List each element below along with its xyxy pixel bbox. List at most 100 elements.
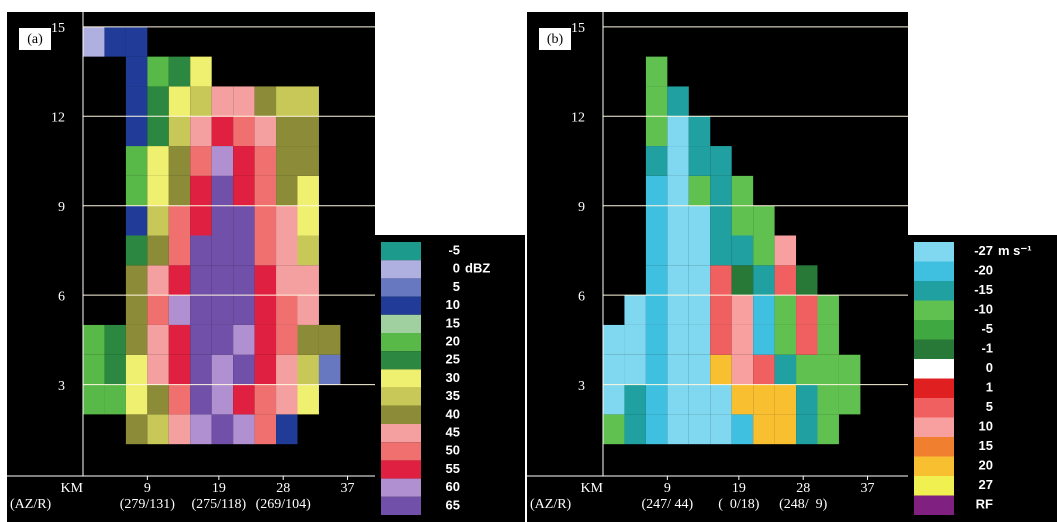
legend-swatch	[914, 262, 954, 282]
az-r-value: ( 0/18)	[718, 497, 760, 512]
legend-swatch	[914, 281, 954, 301]
heat-cell	[276, 265, 297, 295]
heat-cell	[147, 295, 168, 325]
heat-cell	[255, 355, 276, 385]
heat-cell	[147, 236, 168, 266]
heat-cell	[732, 385, 753, 415]
legend-label: 20	[446, 334, 460, 349]
heat-cell	[775, 236, 796, 266]
heat-cell	[169, 116, 190, 146]
heat-cell	[212, 206, 233, 236]
y-tick-label: 9	[58, 200, 65, 215]
heat-cell	[753, 295, 774, 325]
heat-cell	[169, 57, 190, 87]
heat-cell	[667, 86, 688, 116]
heat-cell	[190, 57, 211, 87]
heat-cell	[689, 355, 710, 385]
legend-swatch	[381, 351, 421, 369]
heat-cell	[126, 385, 147, 415]
heat-cell	[147, 206, 168, 236]
heat-cell	[126, 265, 147, 295]
heat-cell	[169, 206, 190, 236]
heat-cell	[624, 355, 645, 385]
heat-cell	[255, 236, 276, 266]
heat-cell	[646, 295, 667, 325]
y-tick-label: 6	[58, 289, 65, 304]
heat-cell	[212, 414, 233, 444]
heat-cell	[624, 414, 645, 444]
legend-swatch	[914, 418, 954, 438]
heat-cell	[255, 146, 276, 176]
heat-cell	[667, 146, 688, 176]
heat-cell	[147, 116, 168, 146]
az-r-value: (279/131)	[120, 497, 176, 512]
heat-cell	[753, 414, 774, 444]
heat-cell	[753, 265, 774, 295]
heat-cell	[126, 27, 147, 57]
legend-unit: m s⁻¹	[998, 243, 1032, 258]
legend-swatch	[914, 301, 954, 321]
heat-cell	[126, 206, 147, 236]
heat-cell	[775, 265, 796, 295]
legend-label: 60	[446, 479, 460, 494]
heat-cell	[147, 86, 168, 116]
y-tick-label: 12	[51, 110, 65, 125]
heat-cell	[255, 265, 276, 295]
heat-cell	[646, 355, 667, 385]
heat-cell	[190, 86, 211, 116]
heat-cell	[667, 176, 688, 206]
heat-cell	[126, 176, 147, 206]
y-tick-label: 12	[571, 110, 585, 125]
heat-cell	[233, 355, 254, 385]
heat-cell	[212, 295, 233, 325]
heat-cell	[190, 325, 211, 355]
heat-cell	[689, 385, 710, 415]
heat-cell	[818, 414, 839, 444]
heat-cell	[753, 236, 774, 266]
heat-cell	[255, 295, 276, 325]
legend-label: -1	[981, 341, 993, 356]
legend-label: 10	[446, 297, 460, 312]
heat-cell	[624, 295, 645, 325]
heat-cell	[732, 236, 753, 266]
heat-cell	[276, 116, 297, 146]
heat-cell	[276, 355, 297, 385]
heat-cell	[169, 355, 190, 385]
heat-cell	[689, 414, 710, 444]
heat-cell	[298, 385, 319, 415]
heat-cell	[126, 146, 147, 176]
figure: 3691215KM(AZ/R)9192837(279/131)(275/118)…	[0, 0, 1057, 522]
heat-cell	[667, 206, 688, 236]
heat-cell	[255, 325, 276, 355]
heat-cell	[753, 355, 774, 385]
heat-cell	[233, 385, 254, 415]
heat-cell	[104, 27, 125, 57]
heat-cell	[689, 325, 710, 355]
y-tick-label: 3	[578, 379, 585, 394]
legend-swatch	[914, 340, 954, 360]
heat-cell	[190, 116, 211, 146]
legend-swatch	[381, 278, 421, 296]
heat-cell	[710, 206, 731, 236]
heat-cell	[169, 325, 190, 355]
heat-cell	[710, 236, 731, 266]
heat-cell	[147, 355, 168, 385]
legend-swatch	[381, 442, 421, 460]
heat-cell	[190, 236, 211, 266]
heat-cell	[147, 385, 168, 415]
x-axis-label: KM	[60, 481, 83, 496]
y-tick-label: 9	[578, 200, 585, 215]
legend-swatch	[381, 242, 421, 260]
heat-cell	[169, 236, 190, 266]
heat-cell	[667, 295, 688, 325]
heat-cell	[689, 206, 710, 236]
heat-cell	[667, 116, 688, 146]
heat-cell	[603, 414, 624, 444]
heat-cell	[233, 295, 254, 325]
heat-cell	[646, 57, 667, 87]
legend-label: -15	[974, 282, 993, 297]
heat-cell	[126, 325, 147, 355]
heat-cell	[233, 176, 254, 206]
heat-cell	[169, 414, 190, 444]
legend-label: 20	[979, 458, 993, 473]
